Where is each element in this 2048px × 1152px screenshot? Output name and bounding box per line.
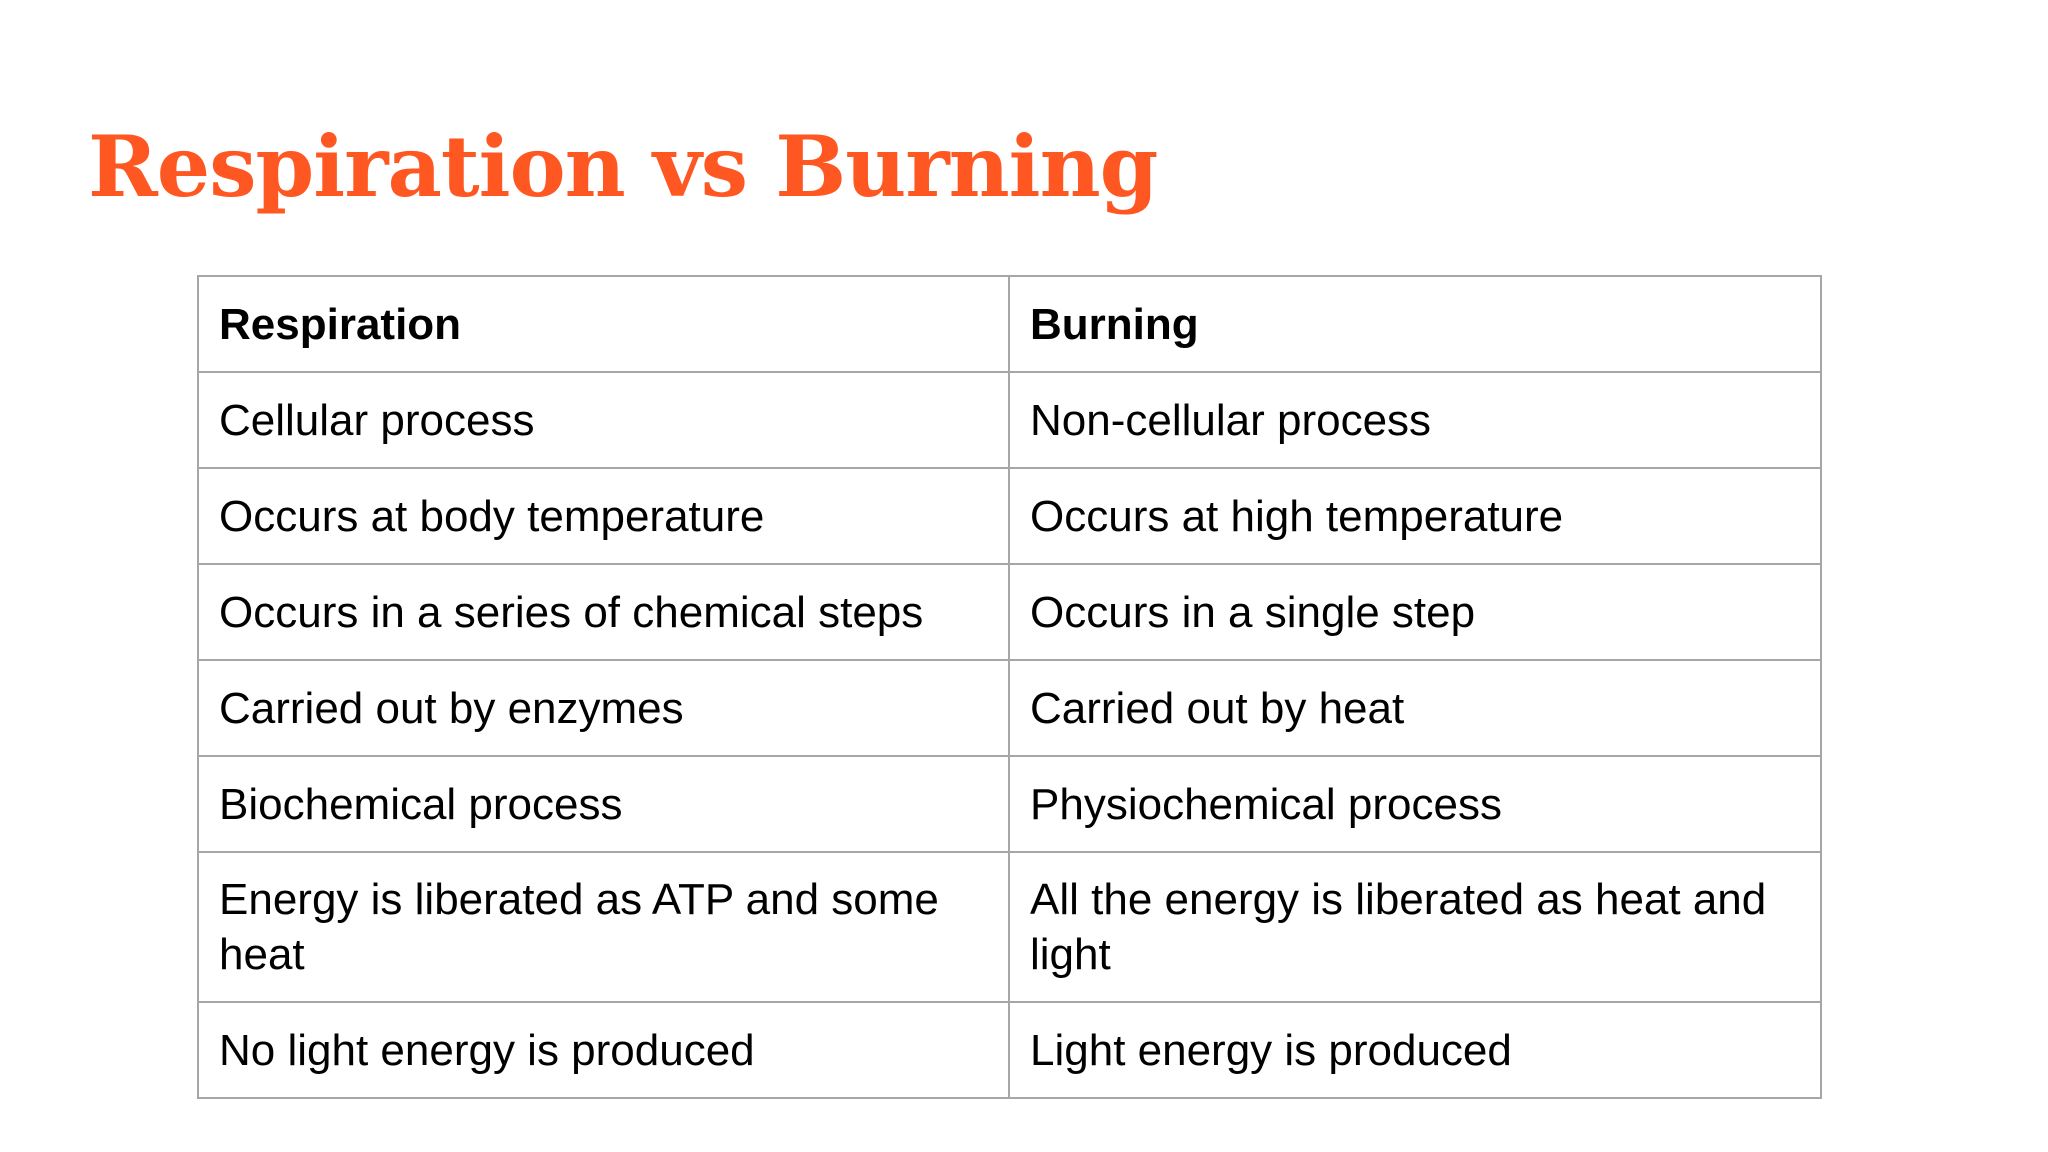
- burning-cell: Occurs in a single step: [1008, 563, 1822, 661]
- respiration-cell: Occurs in a series of chemical steps: [197, 563, 1010, 661]
- table-row: Occurs in a series of chemical steps Occ…: [197, 563, 1822, 661]
- respiration-cell: Carried out by enzymes: [197, 659, 1010, 757]
- table-header-row: Respiration Burning: [197, 275, 1822, 373]
- respiration-cell: Biochemical process: [197, 755, 1010, 853]
- table-row: Biochemical process Physiochemical proce…: [197, 755, 1822, 853]
- respiration-cell: Occurs at body temperature: [197, 467, 1010, 565]
- respiration-cell: No light energy is produced: [197, 1001, 1010, 1099]
- burning-cell: Carried out by heat: [1008, 659, 1822, 757]
- respiration-cell: Cellular process: [197, 371, 1010, 469]
- burning-cell: Physiochemical process: [1008, 755, 1822, 853]
- burning-cell: Non-cellular process: [1008, 371, 1822, 469]
- table-row: No light energy is produced Light energy…: [197, 1001, 1822, 1099]
- column-header-burning: Burning: [1008, 275, 1822, 373]
- burning-cell: Light energy is produced: [1008, 1001, 1822, 1099]
- burning-cell: All the energy is liberated as heat and …: [1008, 851, 1822, 1003]
- table-row: Carried out by enzymes Carried out by he…: [197, 659, 1822, 757]
- respiration-cell: Energy is liberated as ATP and some heat: [197, 851, 1010, 1003]
- column-header-respiration: Respiration: [197, 275, 1010, 373]
- table-row: Occurs at body temperature Occurs at hig…: [197, 467, 1822, 565]
- burning-cell: Occurs at high temperature: [1008, 467, 1822, 565]
- table-row: Cellular process Non-cellular process: [197, 371, 1822, 469]
- slide-title: Respiration vs Burning: [88, 117, 1158, 216]
- comparison-table: Respiration Burning Cellular process Non…: [197, 275, 1822, 1099]
- table-row: Energy is liberated as ATP and some heat…: [197, 851, 1822, 1003]
